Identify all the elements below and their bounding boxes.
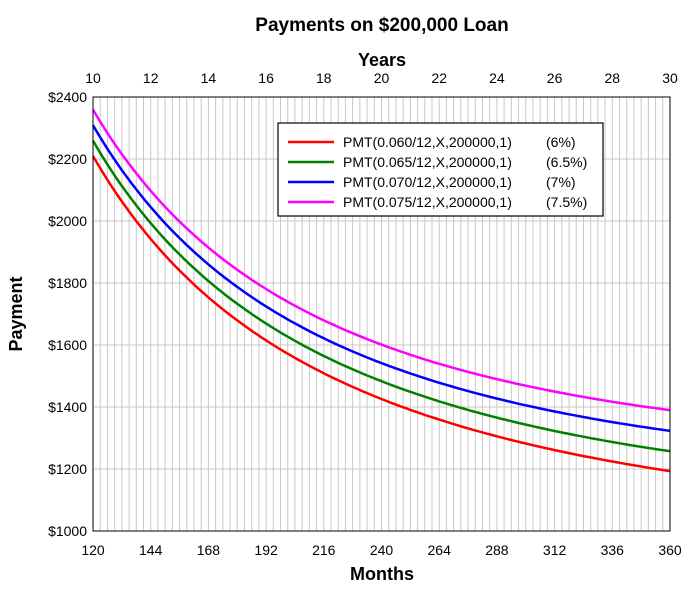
legend-label: PMT(0.060/12,X,200000,1)	[343, 134, 512, 150]
x-tick-label: 336	[601, 542, 625, 558]
x2-tick-label: 22	[431, 70, 447, 86]
x-tick-label: 168	[197, 542, 221, 558]
y-tick-label: $1000	[48, 523, 87, 539]
x2-tick-label: 18	[316, 70, 332, 86]
y-tick-label: $1400	[48, 399, 87, 415]
y-tick-label: $2000	[48, 213, 87, 229]
tick-labels: 120 144 168 192 216 240 264 288 312 336 360 10 12 14 1…	[48, 70, 682, 558]
x2-tick-label: 20	[374, 70, 390, 86]
x-tick-label: 120	[81, 542, 105, 558]
x2-tick-label: 28	[605, 70, 621, 86]
x2-axis-title: Years	[358, 50, 406, 70]
legend-rate: (6%)	[546, 134, 576, 150]
x2-tick-label: 14	[201, 70, 217, 86]
x2-tick-label: 16	[258, 70, 274, 86]
x2-tick-label: 30	[662, 70, 678, 86]
y-tick-label: $1800	[48, 275, 87, 291]
x-tick-label: 192	[254, 542, 278, 558]
x-tick-label: 360	[658, 542, 682, 558]
y-tick-label: $1200	[48, 461, 87, 477]
x-tick-label: 312	[543, 542, 567, 558]
legend-label: PMT(0.075/12,X,200000,1)	[343, 194, 512, 210]
x-tick-label: 216	[312, 542, 336, 558]
x2-tick-label: 10	[85, 70, 101, 86]
legend-label: PMT(0.065/12,X,200000,1)	[343, 154, 512, 170]
plot-frame	[92, 96, 671, 532]
y-axis-title: Payment	[6, 276, 26, 351]
series-line-3	[91, 108, 671, 412]
x-tick-label: 264	[428, 542, 452, 558]
series-line-1	[91, 140, 671, 453]
series-group	[91, 108, 671, 473]
x-tick-label: 144	[139, 542, 163, 558]
x2-tick-label: 24	[489, 70, 505, 86]
x-axis-title: Months	[350, 564, 414, 584]
x-tick-label: 240	[370, 542, 394, 558]
y-tick-label: $1600	[48, 337, 87, 353]
y-tick-label: $2400	[48, 89, 87, 105]
series-line-2	[91, 124, 671, 433]
legend: PMT(0.060/12,X,200000,1) (6%) PMT(0.065/12…	[277, 122, 604, 217]
legend-rate: (7.5%)	[546, 194, 587, 210]
x2-tick-label: 26	[547, 70, 563, 86]
chart-title: Payments on $200,000 Loan	[255, 15, 508, 36]
x-tick-label: 288	[485, 542, 509, 558]
legend-label: PMT(0.070/12,X,200000,1)	[343, 174, 512, 190]
legend-rate: (7%)	[546, 174, 576, 190]
legend-box	[277, 122, 604, 217]
x2-tick-label: 12	[143, 70, 159, 86]
y-tick-label: $2200	[48, 151, 87, 167]
series-line-0	[91, 155, 671, 473]
legend-rate: (6.5%)	[546, 154, 587, 170]
